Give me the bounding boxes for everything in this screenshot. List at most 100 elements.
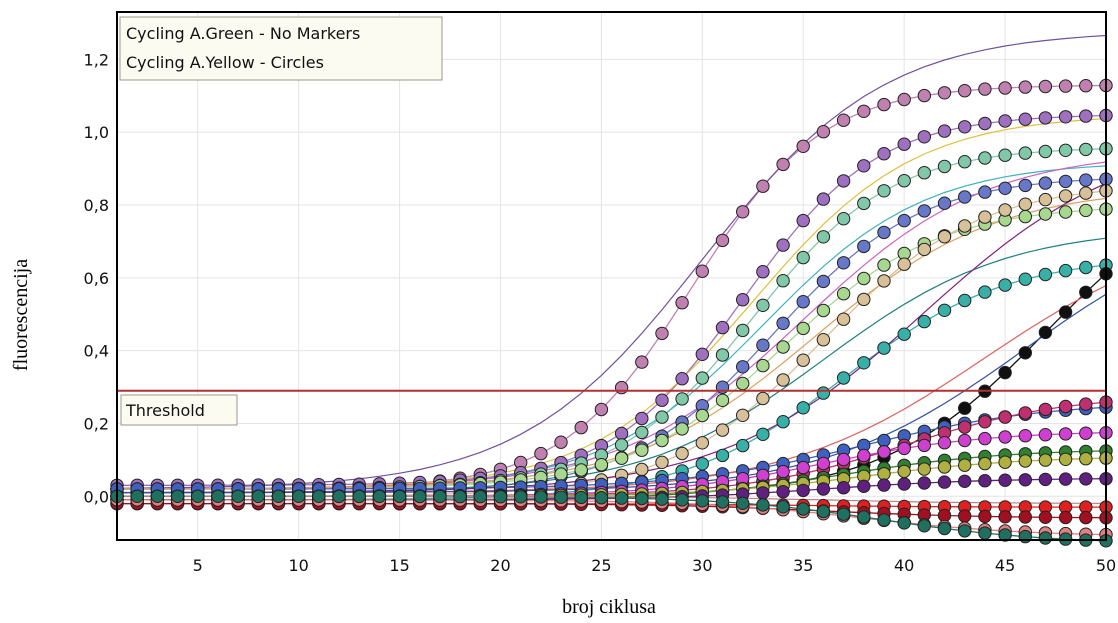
x-tick-label: 20 [490,556,510,575]
series-point [937,303,952,317]
series-point [534,446,548,461]
series-point [897,327,911,341]
series-point [554,467,568,481]
series-point [816,386,831,400]
series-point [877,184,891,198]
series-point [211,489,225,503]
series-point [453,489,467,504]
series-point [675,446,689,461]
series-point [635,491,649,506]
series-point [917,88,931,103]
series-point [736,293,750,307]
series-point [857,510,871,524]
series-point [332,489,346,504]
plot-border [116,11,1107,541]
series-point [836,481,851,495]
series-point [857,271,871,286]
series-point [574,420,588,435]
series-point [1018,473,1033,487]
series-point [614,380,629,395]
series-point [816,482,831,496]
series-point [655,393,669,407]
x-tick-label: 10 [288,556,308,575]
series-point [736,408,750,422]
series-point [1079,203,1093,218]
series-point [756,498,770,512]
series-point [1038,176,1053,190]
series-point [614,451,629,465]
series-point [917,166,931,180]
series-point [998,203,1012,217]
series-point [776,157,790,172]
series-point [1018,146,1033,160]
series-point [998,528,1012,542]
series-point [635,462,649,477]
series-point [776,316,790,330]
series-point [1018,209,1033,224]
series-point [958,84,972,98]
series-point [715,233,730,248]
series-point [937,508,952,523]
y-tick-label: 1,2 [84,50,109,69]
series-point [917,242,931,257]
series-point [937,124,952,138]
series-point [1058,143,1073,158]
series-point [816,456,831,471]
series-point [937,159,952,174]
series-point [998,430,1012,444]
y-tick-label: 0,6 [84,269,109,288]
series-point [796,321,810,336]
series-point [1079,397,1093,411]
series-point [958,190,972,204]
series-point [1079,426,1093,440]
series-point [1038,453,1053,467]
series-point [695,408,709,423]
series-point [594,491,609,505]
series-point [1058,305,1073,319]
x-tick-label: 35 [793,556,813,575]
series-point [998,365,1012,380]
series-point [433,489,447,504]
series-point [877,225,891,240]
series-point [715,320,730,335]
series-point [1079,173,1093,187]
series-point [554,435,568,449]
series-point [695,264,709,278]
series-point [958,401,972,415]
grid-lines [117,12,1107,540]
series-point [796,213,810,228]
series-point [655,326,669,341]
series-point [998,181,1012,196]
series-point [675,372,689,386]
series-point [978,431,992,446]
series-point [937,475,952,489]
series-point [836,212,851,226]
series-point [736,438,750,453]
series-point [594,458,609,472]
series-point [614,438,629,452]
threshold-label: Threshold [125,401,205,420]
series-point [736,360,750,374]
series-point [756,338,770,352]
series-point [493,490,508,504]
series-point [695,494,709,508]
series-point [857,239,871,254]
series-point [756,391,770,406]
series-point [655,433,669,448]
series-point [877,147,891,161]
series-point [695,436,709,450]
series-point [1058,174,1073,189]
series-point [877,274,891,288]
x-tick-label: 40 [894,556,914,575]
series-point [857,448,871,463]
series-point [816,274,831,289]
series-point [877,97,891,112]
series-point [776,340,790,354]
series-point [756,358,770,373]
series-point [917,314,931,329]
legend: Cycling A.Green - No Markers Cycling A.Ye… [119,16,443,81]
series-point [978,116,992,131]
series-point [130,489,144,503]
series-point [917,438,931,453]
series-point [796,139,810,154]
